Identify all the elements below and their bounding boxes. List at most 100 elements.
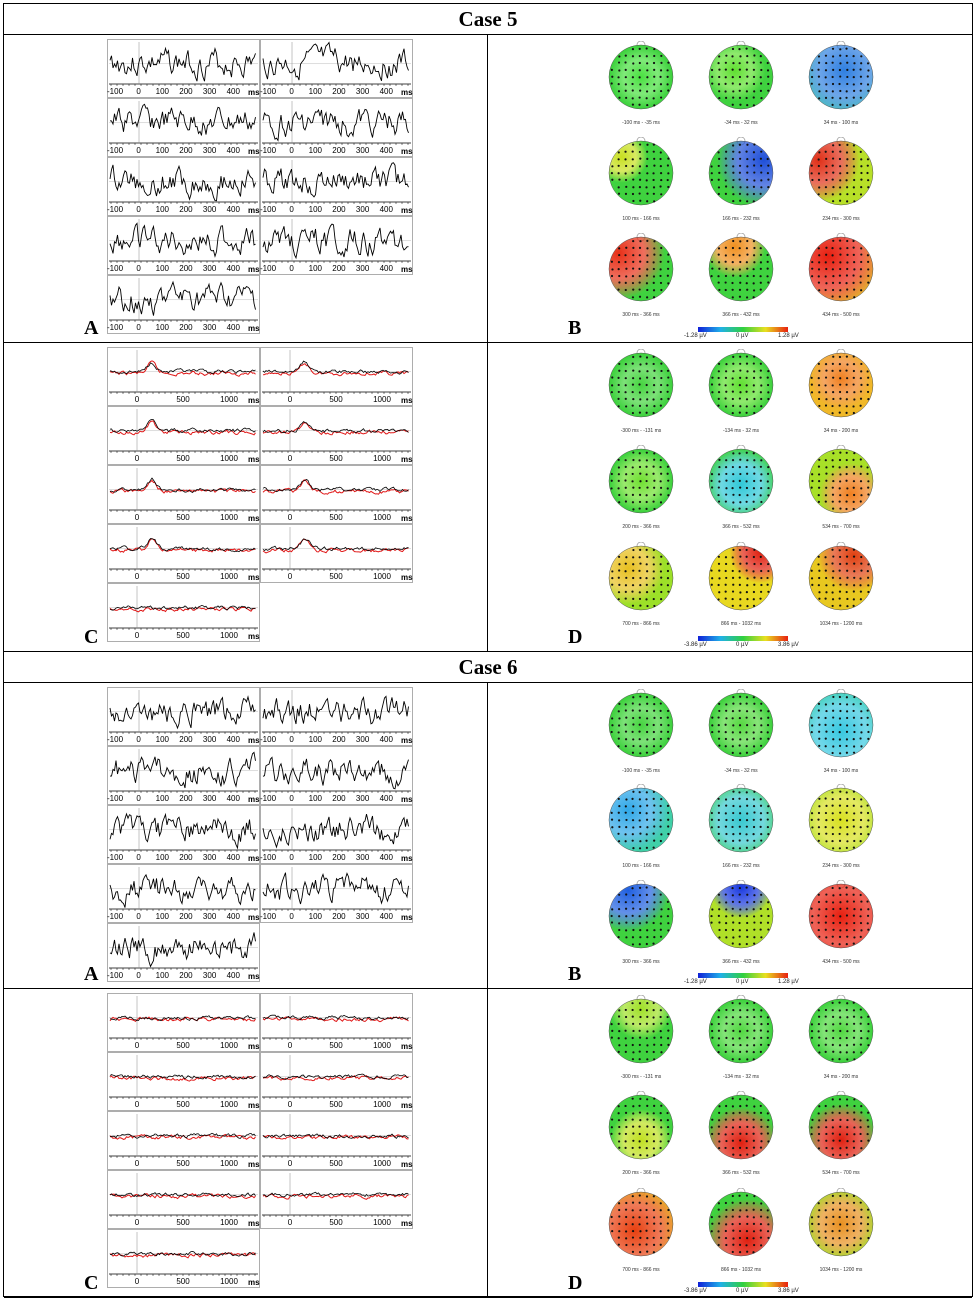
- time-window-label: 534 ms - 700 ms: [822, 524, 860, 530]
- axis-tick-label: 500: [329, 1100, 343, 1109]
- axis-tick-label: 0: [135, 454, 140, 463]
- axis-tick-label: -100: [260, 853, 277, 862]
- time-window-label: 700 ms - 866 ms: [622, 621, 660, 627]
- waveform-panel: -100 0 100 200 300 400 ms: [260, 805, 413, 864]
- axis-tick-label: 500: [176, 1218, 190, 1227]
- axis-tick-label: 300: [203, 971, 217, 980]
- topographic-map: -100 ms - -35 ms: [606, 689, 676, 775]
- axis-tick-label: 0: [135, 572, 140, 581]
- topographic-map: 434 ms - 500 ms: [806, 879, 876, 966]
- erp-trace: [109, 1192, 256, 1200]
- erp-trace: [262, 479, 409, 495]
- axis-tick-label: 100: [156, 264, 170, 273]
- erp-trace: [109, 477, 256, 493]
- waveform-cell: -100 0 100 200 300 400 ms -100 0 100 200 300 400 ms -1…: [4, 35, 488, 342]
- axis-tick-label: 400: [227, 794, 241, 803]
- axis-tick-label: -100: [107, 87, 124, 96]
- time-window-label: 200 ms - 366 ms: [622, 1170, 660, 1176]
- erp-trace: [262, 421, 409, 434]
- topographic-map: 366 ms - 532 ms: [706, 445, 776, 531]
- axis-tick-label: 500: [176, 1277, 190, 1286]
- axis-tick-label: 0: [289, 853, 294, 862]
- waveform-panel: 0 500 1000 ms: [260, 993, 413, 1052]
- axis-tick-label: 400: [380, 205, 394, 214]
- axis-tick-label: 300: [203, 264, 217, 273]
- erp-trace: [262, 695, 409, 725]
- erp-trace: [262, 360, 409, 375]
- time-window-label: 300 ms - 366 ms: [622, 959, 660, 965]
- time-window-label: -100 ms - -35 ms: [622, 120, 660, 126]
- time-window-label: 234 ms - 300 ms: [822, 216, 860, 222]
- color-scale-min-label: -3.86 µV: [684, 1288, 707, 1294]
- axis-tick-label: -100: [107, 971, 124, 980]
- axis-tick-label: 1000: [373, 395, 391, 404]
- erp-trace: [109, 360, 256, 377]
- axis-tick-label: 500: [176, 1041, 190, 1050]
- axis-tick-label: 100: [309, 853, 323, 862]
- axis-tick-label: 1000: [373, 454, 391, 463]
- color-scale-bar: [698, 636, 788, 641]
- axis-tick-label: -100: [107, 323, 124, 332]
- axis-tick-label: 0: [136, 971, 141, 980]
- time-window-label: 700 ms - 866 ms: [622, 1267, 660, 1273]
- axis-unit-label: ms: [248, 913, 260, 922]
- axis-unit-label: ms: [248, 972, 260, 981]
- axis-tick-label: 0: [135, 1277, 140, 1286]
- axis-tick-label: 300: [203, 87, 217, 96]
- erp-trace: [109, 538, 256, 553]
- erp-trace: [109, 695, 256, 730]
- color-scale-max-label: 1.28 µV: [778, 333, 799, 339]
- erp-trace: [262, 1073, 409, 1080]
- waveform-panel: 0 500 1000 ms: [107, 1229, 260, 1288]
- axis-tick-label: 1000: [220, 1218, 238, 1227]
- erp-row: -100 0 100 200 300 400 ms -100 0 100 200 300 400 ms -1…: [4, 683, 972, 989]
- topographic-map: 434 ms - 500 ms: [806, 233, 876, 319]
- axis-tick-label: 300: [203, 794, 217, 803]
- axis-tick-label: 0: [136, 264, 141, 273]
- axis-tick-label: 400: [227, 323, 241, 332]
- erp-trace: [262, 108, 409, 142]
- topographic-map: 34 ms - 100 ms: [806, 41, 876, 127]
- axis-tick-label: 200: [332, 853, 346, 862]
- axis-unit-label: ms: [248, 632, 260, 641]
- erp-trace: [262, 1193, 409, 1200]
- time-window-label: 1034 ms - 1200 ms: [820, 1267, 863, 1273]
- waveform-panel: 0 500 1000 ms: [107, 583, 260, 642]
- axis-unit-label: ms: [248, 1219, 260, 1228]
- erp-trace: [109, 222, 256, 258]
- axis-unit-label: ms: [248, 88, 260, 97]
- panel-letter: B: [568, 963, 582, 985]
- waveform-panel: -100 0 100 200 300 400 ms: [107, 39, 260, 98]
- axis-tick-label: 100: [309, 146, 323, 155]
- axis-unit-label: ms: [401, 1219, 413, 1228]
- topomap-cell: -100 ms - -35 ms -34 ms - 32 ms 34 ms - 10…: [488, 35, 972, 342]
- erp-trace: [109, 1192, 256, 1198]
- axis-tick-label: 0: [135, 631, 140, 640]
- axis-tick-label: 500: [329, 572, 343, 581]
- axis-tick-label: 0: [135, 1159, 140, 1168]
- erp-trace: [262, 479, 409, 493]
- axis-tick-label: -100: [107, 853, 124, 862]
- axis-tick-label: 400: [380, 735, 394, 744]
- time-window-label: -300 ms - -131 ms: [621, 1074, 662, 1080]
- axis-tick-label: 300: [356, 794, 370, 803]
- color-scale-min-label: -1.28 µV: [684, 979, 707, 985]
- axis-unit-label: ms: [248, 1278, 260, 1287]
- waveform-panel: 0 500 1000 ms: [260, 465, 413, 524]
- erp-trace: [262, 1014, 409, 1021]
- axis-tick-label: 1000: [373, 1218, 391, 1227]
- erp-trace: [262, 1191, 409, 1198]
- axis-tick-label: 0: [289, 146, 294, 155]
- axis-tick-label: 300: [203, 853, 217, 862]
- erp-trace: [262, 1134, 409, 1140]
- axis-tick-label: -100: [260, 735, 277, 744]
- topographic-map: 166 ms - 232 ms: [706, 784, 776, 870]
- axis-unit-label: ms: [248, 573, 260, 582]
- axis-tick-label: -100: [260, 87, 277, 96]
- axis-unit-label: ms: [401, 573, 413, 582]
- erp-trace: [110, 751, 256, 789]
- waveform-panel: -100 0 100 200 300 400 ms: [260, 39, 413, 98]
- axis-unit-label: ms: [401, 1042, 413, 1051]
- axis-tick-label: 300: [203, 323, 217, 332]
- time-window-label: 166 ms - 232 ms: [722, 216, 760, 222]
